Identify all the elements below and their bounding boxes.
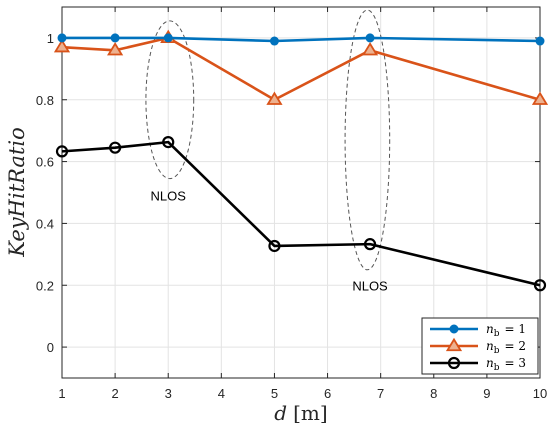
series-line <box>61 36 541 102</box>
x-tick-label: 1 <box>58 386 65 401</box>
legend-value: = 1 <box>505 322 527 336</box>
legend-entry: nb = 3 <box>430 356 526 373</box>
legend-label: nb = 2 <box>486 339 526 356</box>
series-3 <box>55 136 547 292</box>
data-point <box>361 42 379 56</box>
data-point <box>109 141 122 154</box>
data-point <box>269 36 279 46</box>
y-tick-label: 0.6 <box>36 155 54 170</box>
legend-entry: nb = 1 <box>430 322 526 339</box>
legend-value: = 2 <box>505 339 527 353</box>
legend: nb = 1nb = 2nb = 3 <box>421 317 539 375</box>
data-point <box>110 33 120 43</box>
y-tick-label: 0.4 <box>36 216 54 231</box>
series-1 <box>57 33 545 46</box>
x-axis-variable: d <box>274 401 287 425</box>
x-tick-label: 8 <box>430 386 437 401</box>
x-tick-label: 7 <box>377 386 384 401</box>
grid <box>61 7 541 378</box>
x-axis-title: d [m] <box>274 401 327 425</box>
plot-area <box>61 6 541 379</box>
legend-marker <box>449 324 459 334</box>
axis-ticks: 1 2 3 4 5 6 7 8 9 10 0 0.2 0.4 0.6 0.8 1 <box>36 7 547 401</box>
annotations: NLOS NLOS <box>145 9 391 293</box>
data-point <box>533 279 547 292</box>
data-point <box>107 42 124 56</box>
x-tick-label: 5 <box>271 386 278 401</box>
y-tick-label: 0.8 <box>36 93 54 108</box>
legend-var: n <box>486 356 494 370</box>
y-axis-title: KeyHitRatio <box>5 127 29 258</box>
data-point <box>57 33 67 43</box>
series-2 <box>53 29 549 105</box>
data-point <box>365 33 375 43</box>
y-tick-label: 1 <box>47 31 54 46</box>
legend-label: nb = 3 <box>486 356 526 373</box>
data-point <box>266 91 283 105</box>
data-point <box>55 145 69 158</box>
x-tick-label: 3 <box>165 386 172 401</box>
series-line <box>62 36 541 43</box>
data-point <box>53 38 71 53</box>
x-tick-label: 2 <box>111 386 118 401</box>
legend-subscript: b <box>494 346 500 356</box>
data-point <box>268 239 281 253</box>
nlos-ellipse <box>344 9 391 271</box>
nlos-ellipse <box>145 20 195 180</box>
data-point <box>162 136 175 149</box>
x-tick-label: 6 <box>324 386 331 401</box>
legend-var: n <box>486 322 494 336</box>
x-tick-label: 4 <box>218 386 225 401</box>
y-tick-label: 0 <box>47 340 54 355</box>
data-point <box>531 91 549 105</box>
series-group <box>53 29 549 292</box>
x-axis-unit: [m] <box>293 401 328 425</box>
nlos-annotation: NLOS <box>352 278 388 293</box>
legend-subscript: b <box>494 363 500 373</box>
legend-var: n <box>486 339 494 353</box>
y-tick-label: 0.2 <box>36 278 54 293</box>
legend-marker <box>447 356 461 370</box>
legend-value: = 3 <box>505 356 527 370</box>
x-tick-label: 9 <box>483 386 490 401</box>
legend-subscript: b <box>494 329 500 339</box>
data-point <box>163 33 173 43</box>
legend-label: nb = 1 <box>486 322 526 339</box>
series-line <box>61 140 541 287</box>
data-point <box>535 36 545 46</box>
data-point <box>363 238 377 251</box>
legend-entry: nb = 2 <box>430 337 526 356</box>
x-tick-label: 10 <box>533 386 547 401</box>
legend-marker <box>445 337 463 352</box>
nlos-annotation: NLOS <box>151 189 187 204</box>
